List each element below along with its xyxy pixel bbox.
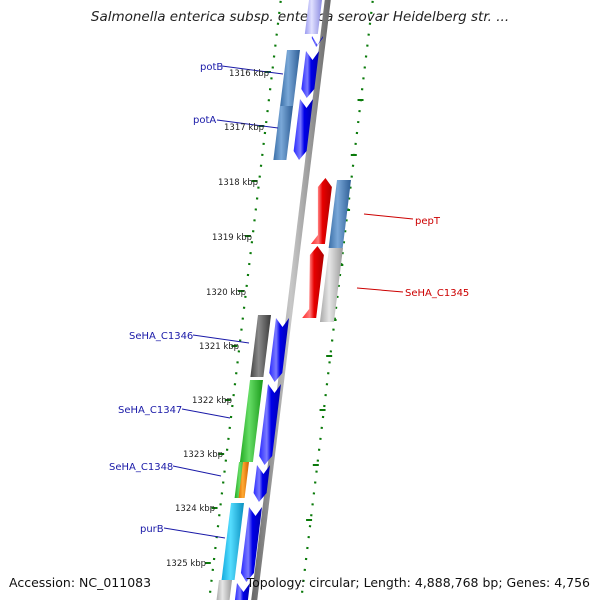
scale-label-1317: 1317 kbp [224,123,264,133]
leader-purB [163,527,226,539]
gene-block-potB [280,50,300,106]
accession-text: Accession: NC_011083 [9,575,152,590]
scale-label-1320: 1320 kbp [206,288,246,298]
scale-labels: 1316 kbp 1317 kbp 1318 kbp 1319 kbp 1320… [166,69,269,569]
scale-label-1323: 1323 kbp [183,450,223,460]
gene-label-SeHA_C1347[interactable]: SeHA_C1347 [118,405,182,416]
gene-label-pepT[interactable]: pepT [415,216,441,227]
gc-dots-inner [208,0,282,600]
scale-label-1319: 1319 kbp [212,233,252,243]
leader-pepT [363,213,414,220]
leader-SeHA_C1345 [356,287,404,293]
leader-potA [216,119,279,129]
gene-labels: potB potA pepT SeHA_C1345 SeHA_C1346 SeH… [109,62,469,535]
gene-block-SeHA_C1346 [250,315,271,377]
gene-arrow-SeHA_C1345 [302,246,324,318]
leader-SeHA_C1348 [172,465,222,477]
gene-block-purB [221,503,244,580]
leader-SeHA_C1347 [181,408,231,419]
gene-arrow-bottom [234,583,250,600]
label-leaders [163,65,414,539]
gene-label-SeHA_C1346[interactable]: SeHA_C1346 [129,331,193,342]
gene-arrow-purB [240,507,262,582]
gene-arrow-potA [293,99,313,160]
gene-block-SeHA_C1345 [319,248,343,322]
gene-label-potB[interactable]: potB [200,62,223,73]
gene-block-bottom [216,580,232,600]
gene-arrow-SeHA_C1348 [253,465,270,502]
gene-features [216,0,351,600]
backbone-ring [251,0,331,600]
scale-label-1325: 1325 kbp [166,559,206,569]
scale-label-1322: 1322 kbp [192,396,232,406]
gene-block-SeHA_C1348-b [238,462,249,498]
scale-label-1324: 1324 kbp [175,504,215,514]
gene-arrow-pepT [310,178,332,244]
scale-label-1318: 1318 kbp [218,178,258,188]
gene-arrow-SeHA_C1346 [269,318,289,382]
gene-arrow-potB [301,51,319,98]
gene-arrow-top [311,36,323,47]
scale-label-1316: 1316 kbp [229,69,269,79]
scale-ticks [204,71,364,564]
gene-block-pepT [328,180,351,248]
leader-SeHA_C1346 [192,334,250,344]
scale-label-1321: 1321 kbp [199,342,239,352]
gene-label-purB[interactable]: purB [140,524,164,535]
leader-potB [221,65,284,75]
gene-block-potA [273,106,293,160]
gene-label-SeHA_C1348[interactable]: SeHA_C1348 [109,462,173,473]
gene-block-top [304,0,322,34]
gene-label-SeHA_C1345[interactable]: SeHA_C1345 [405,288,469,299]
gene-arrow-SeHA_C1347 [259,384,281,465]
gene-label-potA[interactable]: potA [193,115,216,126]
genome-summary-text: Topology: circular; Length: 4,888,768 bp… [246,575,590,590]
gene-block-SeHA_C1347 [239,380,263,462]
map-title: Salmonella enterica subsp. enterica sero… [90,9,510,25]
